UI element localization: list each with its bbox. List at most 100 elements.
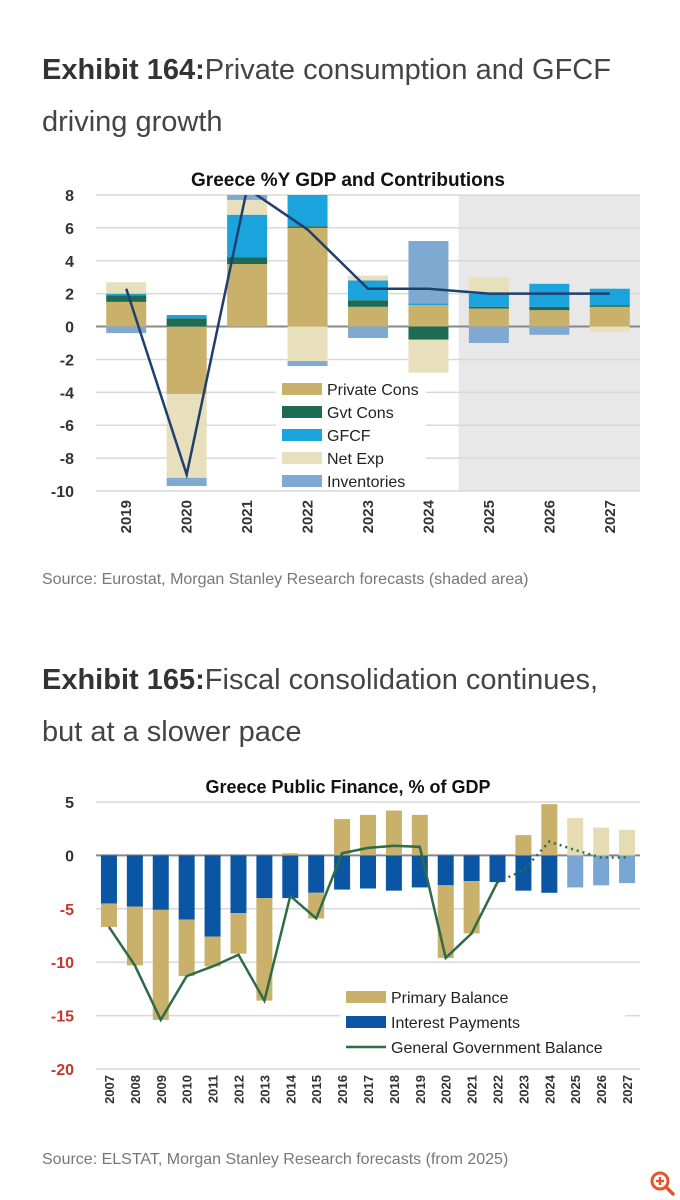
x-tick-label: 2024 [420, 499, 437, 533]
bar-interest-payments-2013 [256, 855, 273, 899]
x-tick-label: 2022 [300, 500, 317, 533]
bar-primary-balance-2020 [437, 885, 454, 958]
bar-interest-payments-2026 [593, 855, 610, 886]
exhibit-165-source: Source: ELSTAT, Morgan Stanley Research … [42, 1151, 509, 1168]
zoom-in-icon[interactable] [649, 1170, 675, 1196]
bar-primary-balance-2026 [593, 827, 610, 856]
bar-private-cons-2019 [106, 301, 147, 327]
bar-gfcf-2024 [408, 303, 449, 306]
y-tick-label: -8 [60, 451, 74, 468]
y-tick-label: 5 [65, 795, 74, 812]
line-general-government-balance [107, 844, 499, 1023]
x-tick-label: 2014 [283, 1074, 298, 1104]
x-tick-label: 2025 [481, 500, 498, 533]
x-tick-label: 2022 [491, 1075, 506, 1104]
bar-interest-payments-2011 [204, 855, 221, 937]
bar-primary-balance-2018 [385, 810, 402, 856]
legend-label: General Government Balance [391, 1040, 603, 1057]
bar-gfcf-2023 [348, 280, 388, 301]
legend-swatch [282, 429, 322, 441]
bar-gvt-cons-2023 [348, 300, 388, 307]
bar-private-cons-2020 [166, 326, 207, 394]
legend-label: Net Exp [327, 451, 384, 468]
bar-gvt-cons-2025 [468, 306, 509, 309]
bar-primary-balance-2012 [230, 913, 247, 954]
bar-primary-balance-2008 [126, 906, 143, 966]
bar-gfcf-2020 [166, 315, 207, 319]
bar-primary-balance-2010 [178, 919, 195, 977]
bar-net-exp-2023 [348, 275, 388, 281]
bar-interest-payments-2009 [152, 855, 169, 910]
exhibit-title-text: Fiscal consolidation continues, but at a… [42, 664, 599, 748]
y-tick-label: 0 [65, 848, 74, 865]
x-tick-label: 2016 [335, 1075, 350, 1104]
bar-interest-payments-2024 [541, 855, 558, 893]
bar-primary-balance-2021 [463, 881, 480, 934]
bar-gvt-cons-2021 [227, 257, 268, 265]
y-tick-label: 0 [65, 320, 74, 337]
bar-inventories-2019 [106, 326, 147, 334]
bar-primary-balance-2011 [204, 936, 221, 967]
y-tick-label: -15 [51, 1009, 74, 1026]
x-tick-label: 2013 [257, 1075, 272, 1104]
bar-gvt-cons-2027 [589, 305, 630, 307]
legend-label: Inventories [327, 474, 405, 491]
x-tick-label: 2010 [180, 1075, 195, 1104]
bar-primary-balance-2019 [411, 814, 428, 856]
x-tick-label: 2026 [541, 500, 558, 533]
bar-primary-balance-2007 [100, 903, 117, 927]
bar-interest-payments-2025 [567, 855, 584, 888]
x-tick-label: 2021 [465, 1075, 480, 1104]
bar-primary-balance-2027 [619, 829, 636, 856]
x-tick-label: 2023 [516, 1075, 531, 1104]
x-tick-label: 2027 [602, 500, 619, 533]
bar-net-exp-2025 [468, 277, 509, 294]
x-tick-label: 2025 [568, 1075, 583, 1104]
bar-private-cons-2027 [589, 306, 630, 327]
x-tick-label: 2019 [118, 500, 135, 533]
bar-primary-balance-2025 [567, 818, 584, 856]
bar-private-cons-2024 [408, 305, 449, 327]
gdp-contributions-chart: 8 6 4 2 0 -2 -4 -6 -8 -10 Greece %Y GDP and Contri… [51, 170, 640, 533]
bar-inventories-2020 [166, 477, 207, 487]
legend-label: GFCF [327, 428, 371, 445]
bar-interest-payments-2008 [126, 855, 143, 907]
y-tick-label: -5 [60, 902, 74, 919]
bar-net-exp-2019 [106, 282, 147, 294]
bar-inventories-2022 [287, 361, 328, 367]
bar-interest-payments-2027 [619, 855, 636, 884]
legend-label: Primary Balance [391, 990, 508, 1007]
bar-private-cons-2026 [529, 310, 570, 327]
chart-title: Greece Public Finance, % of GDP [205, 777, 490, 797]
y-tick-label: -4 [60, 385, 74, 402]
x-tick-label: 2020 [439, 1075, 454, 1104]
x-tick-label: 2012 [231, 1075, 246, 1104]
exhibit-165-title: Exhibit 165:Fiscal consolidation continu… [42, 654, 642, 758]
y-tick-label: -2 [60, 352, 74, 369]
y-tick-label: -10 [51, 955, 74, 972]
bar-gfcf-2025 [468, 293, 509, 307]
bar-inventories-2024 [408, 241, 449, 304]
x-tick-label: 2021 [239, 500, 256, 533]
bar-interest-payments-2014 [282, 855, 299, 899]
bar-interest-payments-2022 [489, 855, 506, 883]
bar-gfcf-2019 [106, 293, 147, 296]
bar-net-exp-2021 [227, 199, 268, 215]
x-tick-label: 2015 [309, 1075, 324, 1104]
bar-primary-balance-2014 [282, 853, 299, 856]
bar-interest-payments-2016 [334, 855, 351, 890]
bar-interest-payments-2010 [178, 855, 195, 920]
exhibit-label: Exhibit 165: [42, 664, 205, 696]
bar-interest-payments-2012 [230, 855, 247, 914]
exhibit-title-text: Private consumption and GFCF driving gro… [42, 54, 611, 138]
x-tick-label: 2024 [542, 1074, 557, 1104]
legend-swatch [282, 406, 322, 418]
x-tick-label: 2009 [154, 1075, 169, 1104]
bar-gvt-cons-2022 [287, 226, 328, 228]
bars [106, 195, 630, 487]
bar-interest-payments-2021 [463, 855, 480, 882]
x-tick-label: 2007 [102, 1075, 117, 1104]
x-tick-label: 2026 [594, 1075, 609, 1104]
bar-primary-balance-2023 [515, 835, 532, 856]
legend-swatch [282, 452, 322, 464]
